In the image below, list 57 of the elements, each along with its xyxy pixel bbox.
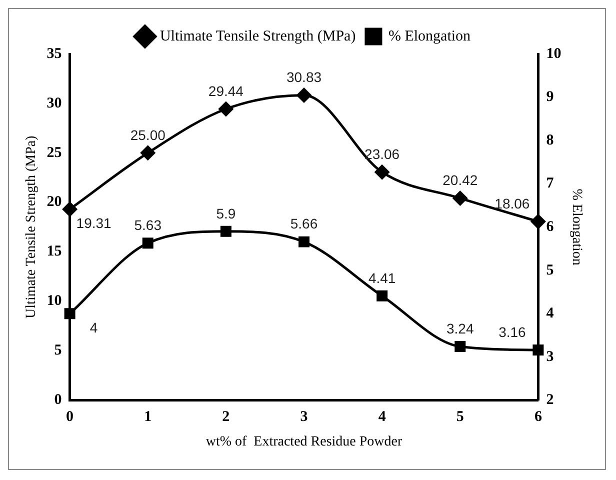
- point: [296, 88, 312, 102]
- point: [532, 344, 544, 356]
- y-tick-label: 15: [46, 244, 62, 260]
- point: [452, 190, 468, 206]
- data-label: 18.06: [494, 195, 530, 212]
- x-tick-label: 2: [222, 409, 230, 426]
- data-label: 3.24: [446, 320, 474, 336]
- data-label: 25.00: [130, 126, 166, 143]
- y2-tick-label: 7: [546, 176, 554, 192]
- x-tick-label: 5: [456, 409, 464, 426]
- point: [376, 290, 388, 302]
- y2-tick-label: 9: [546, 89, 554, 106]
- point: [530, 214, 546, 229]
- y2-tick-label: 4: [546, 306, 554, 322]
- data-label: 3.16: [498, 324, 526, 340]
- x-axis-title: wt% of Extracted Residue Powder: [206, 434, 402, 450]
- x-tick-label: 4: [378, 409, 386, 426]
- point: [298, 236, 310, 248]
- legend-label: Ultimate Tensile Strength (MPa): [160, 28, 356, 44]
- data-label: 4.41: [368, 270, 396, 286]
- point: [218, 102, 234, 116]
- y2-axis-title: % Elongation: [568, 188, 584, 266]
- y-tick-label: 10: [46, 293, 62, 310]
- y2-tick-label: 2: [546, 392, 554, 408]
- data-label: 30.83: [286, 69, 322, 86]
- point: [62, 202, 78, 216]
- point: [142, 238, 154, 249]
- x-tick-label: 3: [300, 409, 308, 426]
- data-label: 19.31: [76, 215, 112, 232]
- x-tick-label: 1: [144, 409, 152, 426]
- point: [454, 341, 466, 352]
- y-tick-label: 5: [54, 342, 62, 359]
- y-tick-label: 25: [46, 144, 62, 161]
- x-tick-label: 0: [66, 409, 74, 426]
- y-tick-label: 20: [46, 194, 62, 210]
- data-label: 29.44: [208, 82, 244, 99]
- data-label: 23.06: [364, 146, 400, 162]
- data-label: 5.63: [134, 216, 162, 233]
- data-label: 5.9: [216, 205, 236, 222]
- point: [374, 164, 390, 180]
- x-tick-label: 6: [534, 409, 542, 426]
- y2-tick-label: 6: [546, 218, 554, 235]
- legend-label: % Elongation: [388, 28, 472, 44]
- point: [64, 308, 76, 320]
- point: [220, 226, 232, 237]
- y-tick-label: 35: [46, 46, 62, 62]
- y2-tick-label: 10: [546, 46, 562, 62]
- y2-tick-label: 3: [546, 348, 554, 365]
- data-label: 4: [90, 320, 98, 336]
- y2-tick-label: 8: [546, 132, 554, 148]
- y2-tick-label: 5: [546, 262, 554, 278]
- y-tick-label: 30: [46, 95, 62, 112]
- data-label: 5.66: [290, 216, 318, 232]
- data-label: 20.42: [442, 172, 478, 188]
- y-tick-label: 0: [54, 392, 62, 408]
- y-axis-title: Ultimate Tensile Strength (MPa): [24, 135, 40, 318]
- point: [140, 146, 156, 160]
